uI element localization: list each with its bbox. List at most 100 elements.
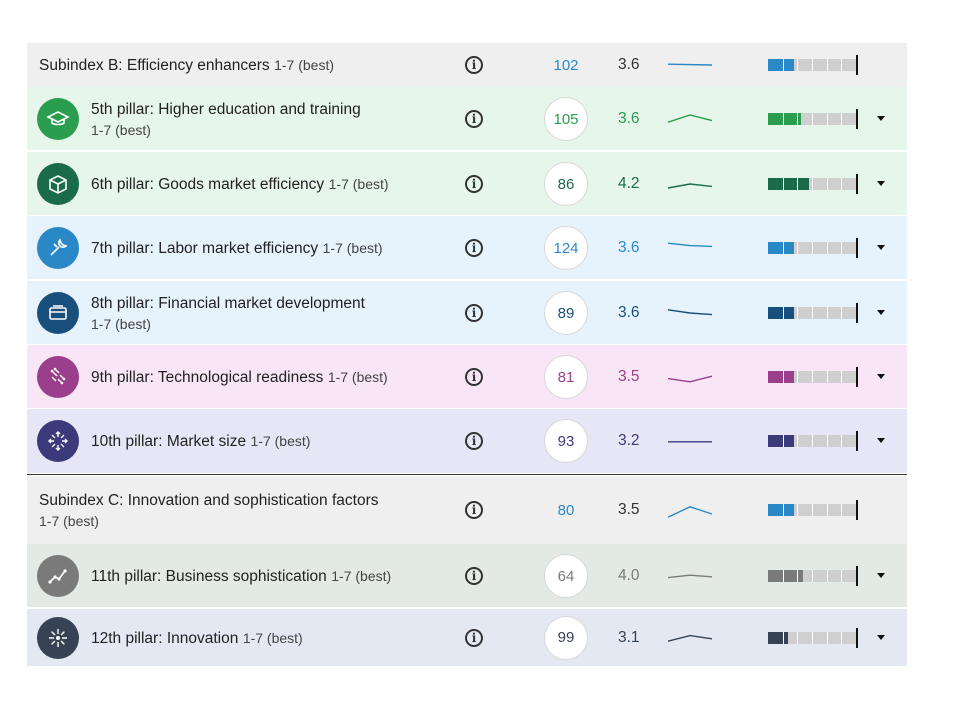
bar-tick — [812, 307, 813, 319]
trend-sparkline — [667, 242, 713, 248]
info-icon[interactable]: i — [465, 368, 483, 386]
score-bar — [768, 238, 858, 258]
sparkline-path — [667, 183, 713, 189]
row-name: 7th pillar: Labor market efficiency — [91, 240, 319, 257]
expand-caret-icon[interactable] — [877, 374, 885, 379]
bar-end-marker — [856, 367, 858, 387]
trend-sparkline — [667, 183, 713, 189]
rank-value: 86 — [544, 162, 588, 206]
score-bar — [768, 500, 858, 520]
sparkline-path — [667, 634, 713, 642]
scale-label: 1-7 (best) — [250, 433, 311, 449]
bar-end-marker — [856, 566, 858, 586]
trend-sparkline — [667, 309, 713, 316]
info-icon[interactable]: i — [465, 56, 483, 74]
bar-tick — [841, 242, 843, 254]
trend-sparkline — [667, 634, 713, 642]
sparkline-path — [667, 375, 713, 383]
bar-tick — [826, 504, 828, 516]
bar-tick — [826, 371, 828, 383]
bar-tick — [782, 59, 784, 71]
expand-caret-icon[interactable] — [877, 634, 885, 640]
score-value: 3.6 — [618, 239, 640, 256]
bar-fill — [768, 113, 801, 125]
bar-tick — [826, 307, 828, 319]
bar-tick — [812, 178, 813, 190]
bar-tick — [797, 59, 799, 71]
bar-tick — [826, 113, 828, 125]
bar-tick — [797, 435, 799, 447]
sparkline-path — [667, 242, 713, 248]
expand-caret-icon[interactable] — [877, 116, 885, 121]
bar-tick — [782, 570, 784, 582]
row-title: 9th pillar: Technological readiness 1-7 … — [91, 367, 899, 388]
expand-caret-icon[interactable] — [877, 181, 885, 186]
info-icon[interactable]: i — [465, 432, 483, 450]
expand-caret-icon[interactable] — [877, 438, 885, 443]
trend-sparkline — [667, 506, 713, 518]
row-title: 5th pillar: Higher education and trainin… — [91, 100, 899, 141]
score-bar — [768, 431, 858, 451]
info-icon[interactable]: i — [465, 175, 483, 193]
info-icon[interactable]: i — [465, 239, 483, 257]
row-title: Subindex B: Efficiency enhancers 1-7 (be… — [39, 55, 899, 76]
subindex-row: Subindex C: Innovation and sophisticatio… — [27, 476, 907, 544]
bar-tick — [782, 307, 784, 319]
expand-caret-icon[interactable] — [877, 245, 885, 250]
bar-fill — [768, 242, 795, 254]
sparkline-path — [667, 114, 713, 123]
score-bar — [768, 367, 858, 387]
row-name: 12th pillar: Innovation — [91, 629, 239, 647]
bar-tick — [826, 178, 828, 190]
bar-tick — [841, 435, 843, 447]
rank-value: 105 — [544, 97, 588, 141]
rank-value: 89 — [544, 291, 588, 335]
bar-tick — [797, 371, 799, 383]
pillar-row: 9th pillar: Technological readiness 1-7 … — [27, 345, 907, 408]
bar-tick — [826, 242, 828, 254]
bar-fill — [768, 371, 795, 383]
score-bar — [768, 566, 858, 586]
trend-sparkline — [667, 574, 713, 579]
info-icon[interactable]: i — [465, 110, 483, 128]
scale-label: 1-7 (best) — [328, 176, 389, 192]
score-value: 3.6 — [618, 56, 640, 73]
bar-tick — [782, 178, 784, 190]
scale-label: 1-7 (best) — [39, 513, 99, 529]
row-title: 10th pillar: Market size 1-7 (best) — [91, 431, 899, 452]
bar-tick — [841, 178, 843, 190]
expand-caret-icon[interactable] — [877, 573, 885, 578]
bar-fill — [768, 570, 804, 582]
info-icon[interactable]: i — [465, 501, 483, 519]
bar-tick — [812, 371, 813, 383]
bar-tick — [812, 570, 813, 582]
info-icon[interactable]: i — [465, 304, 483, 322]
info-icon[interactable]: i — [465, 628, 483, 647]
bar-tick — [812, 242, 813, 254]
row-name: 10th pillar: Market size — [91, 433, 247, 450]
rank-value: 102 — [553, 56, 579, 74]
score-bar — [768, 174, 858, 194]
pillar-row: 12th pillar: Innovation 1-7 (best) i 99 3.1 — [27, 609, 907, 666]
bar-tick — [826, 435, 828, 447]
subindex-row: Subindex B: Efficiency enhancers 1-7 (be… — [27, 43, 907, 87]
bar-tick — [826, 59, 828, 71]
section-divider — [27, 474, 907, 475]
bar-tick — [797, 631, 799, 644]
bar-tick — [841, 371, 843, 383]
scale-label: 1-7 (best) — [91, 316, 151, 332]
score-value: 3.2 — [618, 432, 640, 449]
score-value: 3.6 — [618, 110, 640, 127]
score-bar — [768, 109, 858, 129]
row-title: 6th pillar: Goods market efficiency 1-7 … — [91, 174, 899, 195]
expand-caret-icon[interactable] — [877, 310, 885, 315]
bar-fill — [768, 631, 789, 644]
trend-icon — [37, 555, 79, 597]
pillar-row: 7th pillar: Labor market efficiency 1-7 … — [27, 216, 907, 279]
scale-label: 1-7 (best) — [274, 57, 335, 73]
bar-tick — [797, 113, 799, 125]
arrows-icon — [37, 420, 79, 462]
rank-value: 80 — [557, 501, 575, 519]
info-icon[interactable]: i — [465, 567, 483, 585]
rank-value: 64 — [544, 554, 588, 598]
